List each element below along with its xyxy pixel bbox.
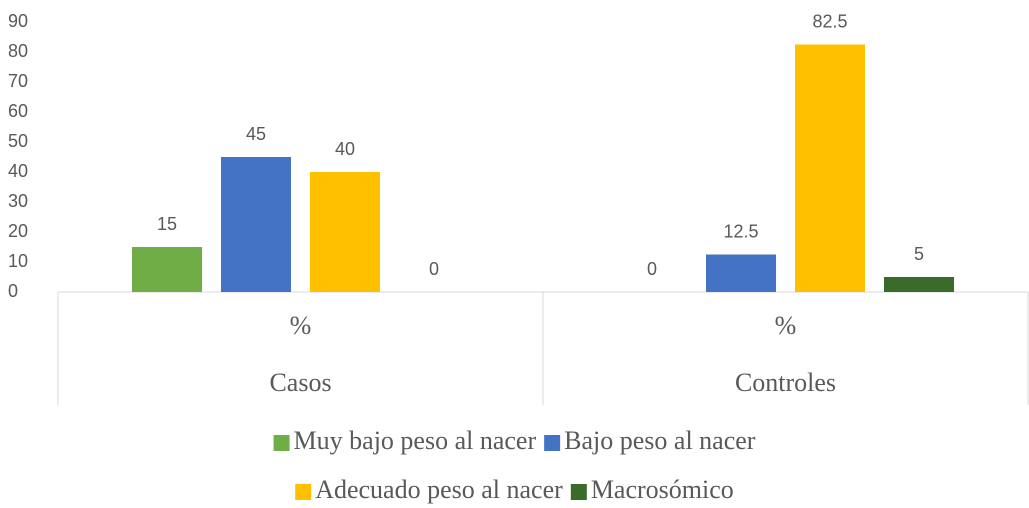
- legend-label: Muy bajo peso al nacer: [294, 426, 537, 455]
- legend-label: Bajo peso al nacer: [564, 426, 756, 455]
- y-tick-label: 70: [8, 71, 28, 91]
- bar: [706, 254, 776, 292]
- data-label: 0: [647, 259, 657, 279]
- legend-marker: [570, 484, 587, 500]
- legend-label: Macrosómico: [591, 475, 734, 504]
- bar: [310, 172, 380, 292]
- y-tick-label: 80: [8, 41, 28, 61]
- bar: [884, 277, 954, 292]
- y-tick-label: 10: [8, 251, 28, 271]
- x-tick-label: %: [290, 311, 312, 340]
- y-tick-label: 20: [8, 221, 28, 241]
- data-label: 0: [429, 259, 439, 279]
- y-tick-label: 50: [8, 131, 28, 151]
- bar: [132, 247, 202, 292]
- y-tick-label: 40: [8, 161, 28, 181]
- y-tick-label: 30: [8, 191, 28, 211]
- y-tick-label: 90: [8, 11, 28, 31]
- data-label: 82.5: [812, 11, 847, 31]
- data-label: 45: [246, 124, 266, 144]
- data-label: 12.5: [723, 221, 758, 241]
- legend-marker: [544, 435, 561, 451]
- legend-marker: [295, 484, 312, 500]
- data-label: 40: [335, 139, 355, 159]
- bar: [795, 44, 865, 292]
- data-label: 15: [157, 214, 177, 234]
- legend-label: Adecuado peso al nacer: [315, 475, 563, 504]
- legend-marker: [273, 435, 290, 451]
- y-tick-label: 60: [8, 101, 28, 121]
- y-tick-label: 0: [8, 281, 18, 301]
- x-tick-label: %: [775, 311, 797, 340]
- data-label: 5: [914, 244, 924, 264]
- bar: [221, 157, 291, 292]
- group-label: Casos: [269, 368, 331, 397]
- group-label: Controles: [735, 368, 836, 397]
